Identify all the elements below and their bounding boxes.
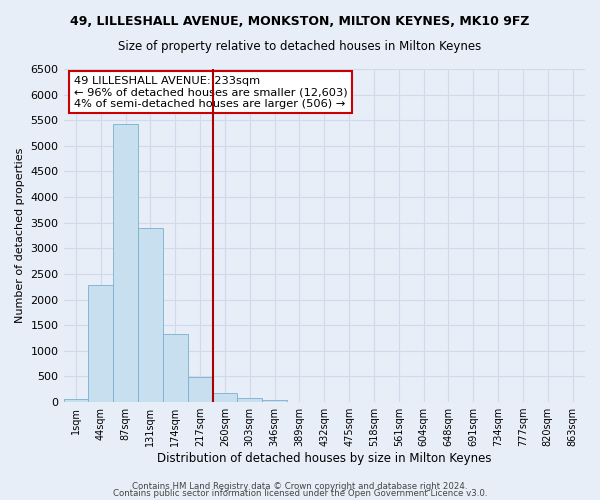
Text: 49 LILLESHALL AVENUE: 233sqm
← 96% of detached houses are smaller (12,603)
4% of: 49 LILLESHALL AVENUE: 233sqm ← 96% of de… xyxy=(74,76,347,109)
Bar xyxy=(64,400,88,402)
Text: Contains HM Land Registry data © Crown copyright and database right 2024.: Contains HM Land Registry data © Crown c… xyxy=(132,482,468,491)
Bar xyxy=(212,392,238,402)
Bar xyxy=(138,228,163,402)
Bar xyxy=(113,124,138,402)
Bar xyxy=(88,285,113,402)
Bar xyxy=(238,398,262,402)
X-axis label: Distribution of detached houses by size in Milton Keynes: Distribution of detached houses by size … xyxy=(157,452,491,465)
Bar xyxy=(163,334,188,402)
Bar xyxy=(262,400,287,402)
Y-axis label: Number of detached properties: Number of detached properties xyxy=(15,148,25,323)
Text: 49, LILLESHALL AVENUE, MONKSTON, MILTON KEYNES, MK10 9FZ: 49, LILLESHALL AVENUE, MONKSTON, MILTON … xyxy=(70,15,530,28)
Bar xyxy=(188,377,212,402)
Text: Size of property relative to detached houses in Milton Keynes: Size of property relative to detached ho… xyxy=(118,40,482,53)
Text: Contains public sector information licensed under the Open Government Licence v3: Contains public sector information licen… xyxy=(113,489,487,498)
